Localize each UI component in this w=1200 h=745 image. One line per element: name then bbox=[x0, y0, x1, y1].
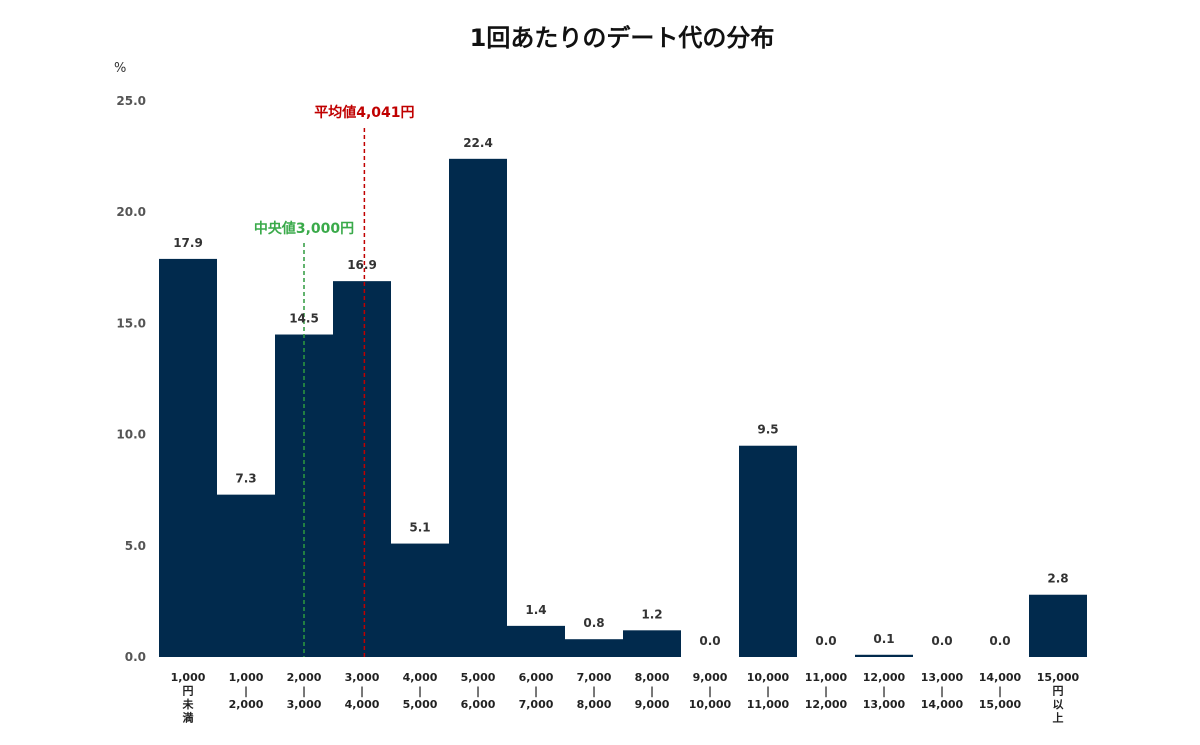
bar-value-label: 22.4 bbox=[463, 136, 493, 150]
bar-value-label: 14.5 bbox=[289, 312, 319, 326]
y-tick-label: 10.0 bbox=[116, 428, 146, 442]
bar-value-label: 0.1 bbox=[873, 632, 894, 646]
bar-value-label: 0.0 bbox=[815, 634, 836, 648]
x-tick-label: | bbox=[360, 685, 364, 698]
bar bbox=[217, 494, 275, 657]
bars bbox=[159, 158, 1087, 657]
x-tick-label: 10,000 bbox=[747, 671, 790, 684]
x-tick-label: | bbox=[708, 685, 712, 698]
mean-label: 平均値4,041円 bbox=[314, 104, 414, 121]
x-axis-ticks: 1,000円未満1,000|2,0002,000|3,0003,000|4,00… bbox=[171, 671, 1080, 725]
x-tick-label: 以 bbox=[1053, 698, 1064, 711]
x-tick-label: 6,000 bbox=[461, 698, 496, 711]
x-tick-label: 4,000 bbox=[345, 698, 380, 711]
y-tick-label: 0.0 bbox=[125, 650, 146, 664]
x-tick-label: 9,000 bbox=[635, 698, 670, 711]
bar-value-label: 16.9 bbox=[347, 258, 377, 272]
x-tick-label: 満 bbox=[183, 711, 194, 725]
x-tick-label: 7,000 bbox=[577, 671, 612, 684]
y-axis-unit-label: % bbox=[114, 61, 126, 76]
y-axis-ticks: 0.0 5.0 10.0 15.0 20.0 25.0 bbox=[116, 94, 146, 664]
x-tick-label: 14,000 bbox=[979, 671, 1022, 684]
bar bbox=[333, 281, 391, 657]
bar-value-label: 2.8 bbox=[1047, 572, 1068, 586]
bar-value-label: 5.1 bbox=[409, 521, 430, 535]
bar-value-label: 0.0 bbox=[931, 634, 952, 648]
x-tick-label: 上 bbox=[1053, 711, 1064, 725]
x-tick-label: | bbox=[766, 685, 770, 698]
x-tick-label: 8,000 bbox=[635, 671, 670, 684]
x-tick-label: 3,000 bbox=[287, 698, 322, 711]
x-tick-label: 12,000 bbox=[805, 698, 848, 711]
x-tick-label: 円 bbox=[1053, 685, 1064, 698]
x-tick-label: 未 bbox=[182, 697, 195, 711]
x-tick-label: 5,000 bbox=[461, 671, 496, 684]
x-tick-label: | bbox=[650, 685, 654, 698]
value-labels: 17.9 7.3 14.5 16.9 5.1 22.4 1.4 0.8 1.2 0.0 9.5 0.0… bbox=[173, 136, 1068, 648]
x-tick-label: 1,000 bbox=[229, 671, 264, 684]
x-tick-label: 9,000 bbox=[693, 671, 728, 684]
x-tick-label: 2,000 bbox=[229, 698, 264, 711]
bar-value-label: 1.2 bbox=[641, 607, 662, 621]
bar bbox=[855, 654, 913, 657]
x-tick-label: 1,000 bbox=[171, 671, 206, 684]
x-tick-label: | bbox=[476, 685, 480, 698]
x-tick-label: 3,000 bbox=[345, 671, 380, 684]
x-tick-label: | bbox=[302, 685, 306, 698]
bar-value-label: 0.0 bbox=[989, 634, 1010, 648]
x-tick-label: | bbox=[940, 685, 944, 698]
x-tick-label: | bbox=[418, 685, 422, 698]
x-tick-label: | bbox=[592, 685, 596, 698]
bar bbox=[623, 630, 681, 657]
x-tick-label: 11,000 bbox=[805, 671, 848, 684]
y-tick-label: 25.0 bbox=[116, 94, 146, 108]
bar-value-label: 0.0 bbox=[699, 634, 720, 648]
x-tick-label: 円 bbox=[183, 685, 194, 698]
median-label: 中央値3,000円 bbox=[254, 220, 354, 237]
bar bbox=[507, 625, 565, 657]
x-tick-label: 4,000 bbox=[403, 671, 438, 684]
x-tick-label: 5,000 bbox=[403, 698, 438, 711]
x-tick-label: | bbox=[824, 685, 828, 698]
x-tick-label: | bbox=[998, 685, 1002, 698]
x-tick-label: 13,000 bbox=[863, 698, 906, 711]
bar bbox=[159, 258, 217, 657]
bar bbox=[739, 445, 797, 657]
x-tick-label: 2,000 bbox=[287, 671, 322, 684]
reference-lines: 中央値3,000円 平均値4,041円 bbox=[254, 104, 415, 657]
bar bbox=[1029, 594, 1087, 657]
x-tick-label: 12,000 bbox=[863, 671, 906, 684]
x-tick-label: 11,000 bbox=[747, 698, 790, 711]
y-tick-label: 5.0 bbox=[125, 539, 146, 553]
y-tick-label: 20.0 bbox=[116, 205, 146, 219]
x-tick-label: | bbox=[882, 685, 886, 698]
x-tick-label: 13,000 bbox=[921, 671, 964, 684]
x-tick-label: 15,000 bbox=[1037, 671, 1080, 684]
y-tick-label: 15.0 bbox=[116, 316, 146, 330]
bar bbox=[449, 158, 507, 657]
bar-value-label: 7.3 bbox=[235, 472, 256, 486]
chart-title: 1回あたりのデート代の分布 bbox=[470, 24, 775, 52]
x-tick-label: 7,000 bbox=[519, 698, 554, 711]
x-tick-label: 8,000 bbox=[577, 698, 612, 711]
x-tick-label: 10,000 bbox=[689, 698, 732, 711]
bar-value-label: 17.9 bbox=[173, 236, 203, 250]
bar bbox=[391, 543, 449, 657]
x-tick-label: 15,000 bbox=[979, 698, 1022, 711]
bar bbox=[565, 639, 623, 657]
x-tick-label: 14,000 bbox=[921, 698, 964, 711]
bar-value-label: 0.8 bbox=[583, 616, 604, 630]
x-tick-label: | bbox=[244, 685, 248, 698]
bar-value-label: 9.5 bbox=[757, 423, 778, 437]
bar-value-label: 1.4 bbox=[525, 603, 546, 617]
x-tick-label: | bbox=[534, 685, 538, 698]
x-tick-label: 6,000 bbox=[519, 671, 554, 684]
